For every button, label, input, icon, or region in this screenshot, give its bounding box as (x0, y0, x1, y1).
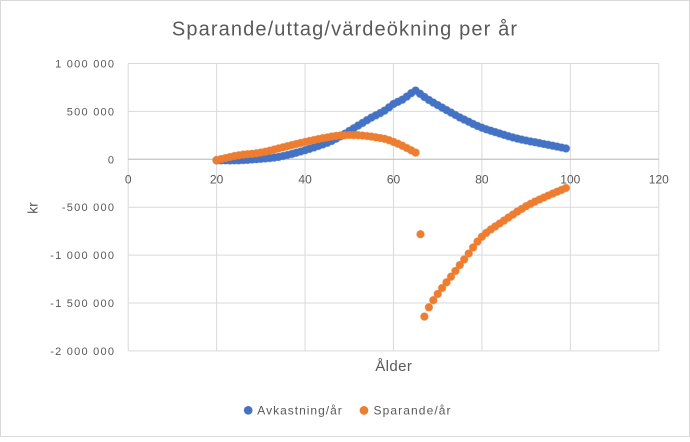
svg-text:kr: kr (24, 202, 40, 214)
svg-text:500 000: 500 000 (67, 106, 116, 118)
svg-text:120: 120 (649, 172, 669, 186)
svg-text:-1 000 000: -1 000 000 (50, 250, 115, 262)
svg-text:60: 60 (387, 172, 401, 186)
svg-text:-500 000: -500 000 (62, 202, 115, 214)
svg-text:Sparande/uttag/värdeökning per: Sparande/uttag/värdeökning per år (172, 19, 518, 41)
svg-text:-2 000 000: -2 000 000 (50, 346, 115, 358)
svg-text:0: 0 (125, 172, 132, 186)
svg-text:Sparande/år: Sparande/år (374, 404, 452, 418)
svg-text:0: 0 (108, 154, 115, 166)
svg-text:40: 40 (298, 172, 312, 186)
svg-text:100: 100 (560, 172, 580, 186)
svg-text:80: 80 (475, 172, 489, 186)
svg-text:20: 20 (210, 172, 224, 186)
svg-text:Avkastning/år: Avkastning/år (257, 404, 343, 418)
svg-text:-1 500 000: -1 500 000 (50, 298, 115, 310)
svg-text:Ålder: Ålder (375, 358, 412, 375)
svg-text:1 000 000: 1 000 000 (55, 59, 115, 71)
